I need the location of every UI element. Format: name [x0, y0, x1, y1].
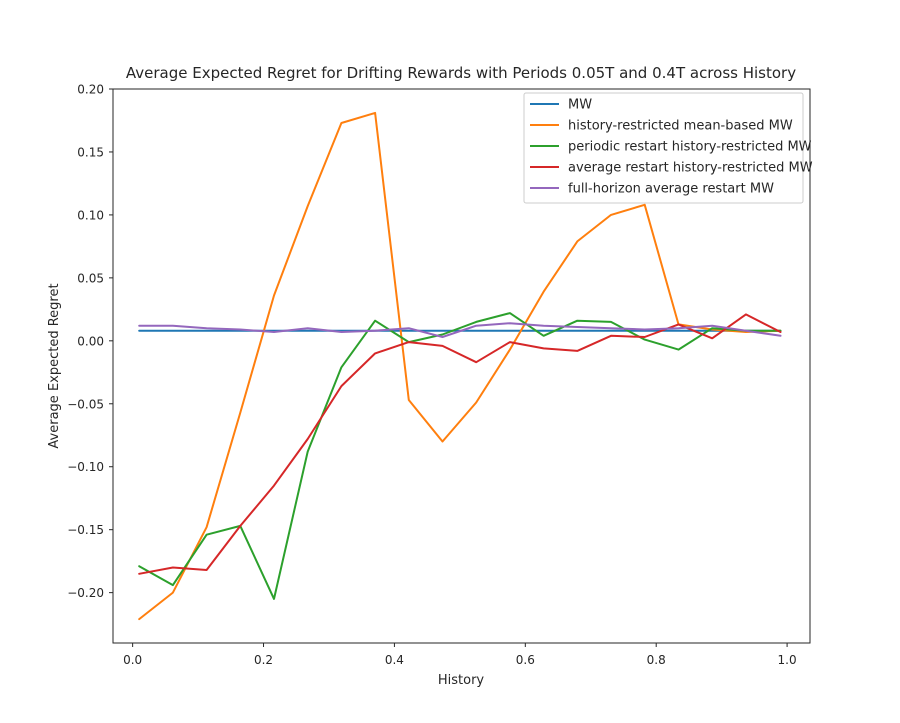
x-tick-label: 0.8: [647, 653, 666, 667]
series-line-periodic-restart-history-restricted-mw: [138, 312, 782, 600]
x-axis-label: History: [438, 673, 485, 688]
plot-area-frame: [112, 88, 811, 644]
series-line-history-restricted-mean-based-mw: [138, 111, 782, 621]
legend-label-average-restart-history-restricted-mw: average restart history-restricted MW: [568, 161, 813, 176]
y-tick-label: −0.05: [67, 397, 104, 411]
legend-label-periodic-restart-history-restricted-mw: periodic restart history-restricted MW: [568, 140, 812, 155]
y-tick-label: −0.20: [67, 586, 104, 600]
x-axis: 0.0 0.2 0.4 0.6 0.8 1.0: [123, 643, 797, 667]
y-tick-label: 0.05: [77, 271, 104, 285]
y-tick-label: 0.00: [77, 334, 104, 348]
y-tick-label: 0.15: [77, 145, 104, 159]
series-line-full-horizon-average-restart-mw: [138, 322, 782, 338]
legend-label-mw: MW: [568, 98, 592, 113]
series-line-average-restart-history-restricted-mw: [138, 313, 782, 575]
x-tick-label: 1.0: [778, 653, 797, 667]
x-tick-label: 0.2: [254, 653, 273, 667]
y-axis: 0.20 0.15 0.10 0.05 0.00 −0.05 −0.10 −0.15 −0.20: [67, 83, 113, 600]
y-tick-label: 0.10: [77, 208, 104, 222]
y-axis-label: Average Expected Regret: [47, 283, 62, 448]
chart-title: Average Expected Regret for Drifting Rew…: [126, 64, 796, 82]
x-tick-label: 0.6: [516, 653, 535, 667]
series-lines: [138, 111, 782, 621]
y-tick-label: −0.10: [67, 460, 104, 474]
y-tick-label: −0.15: [67, 523, 104, 537]
legend: MW history-restricted mean-based MW period…: [523, 92, 813, 204]
legend-label-full-horizon-average-restart-mw: full-horizon average restart MW: [568, 182, 774, 197]
y-tick-label: 0.20: [77, 83, 104, 97]
legend-label-history-restricted-mean-based-mw: history-restricted mean-based MW: [568, 119, 793, 134]
legend-box: [523, 92, 804, 204]
x-tick-label: 0.4: [385, 653, 404, 667]
x-tick-label: 0.0: [123, 653, 142, 667]
